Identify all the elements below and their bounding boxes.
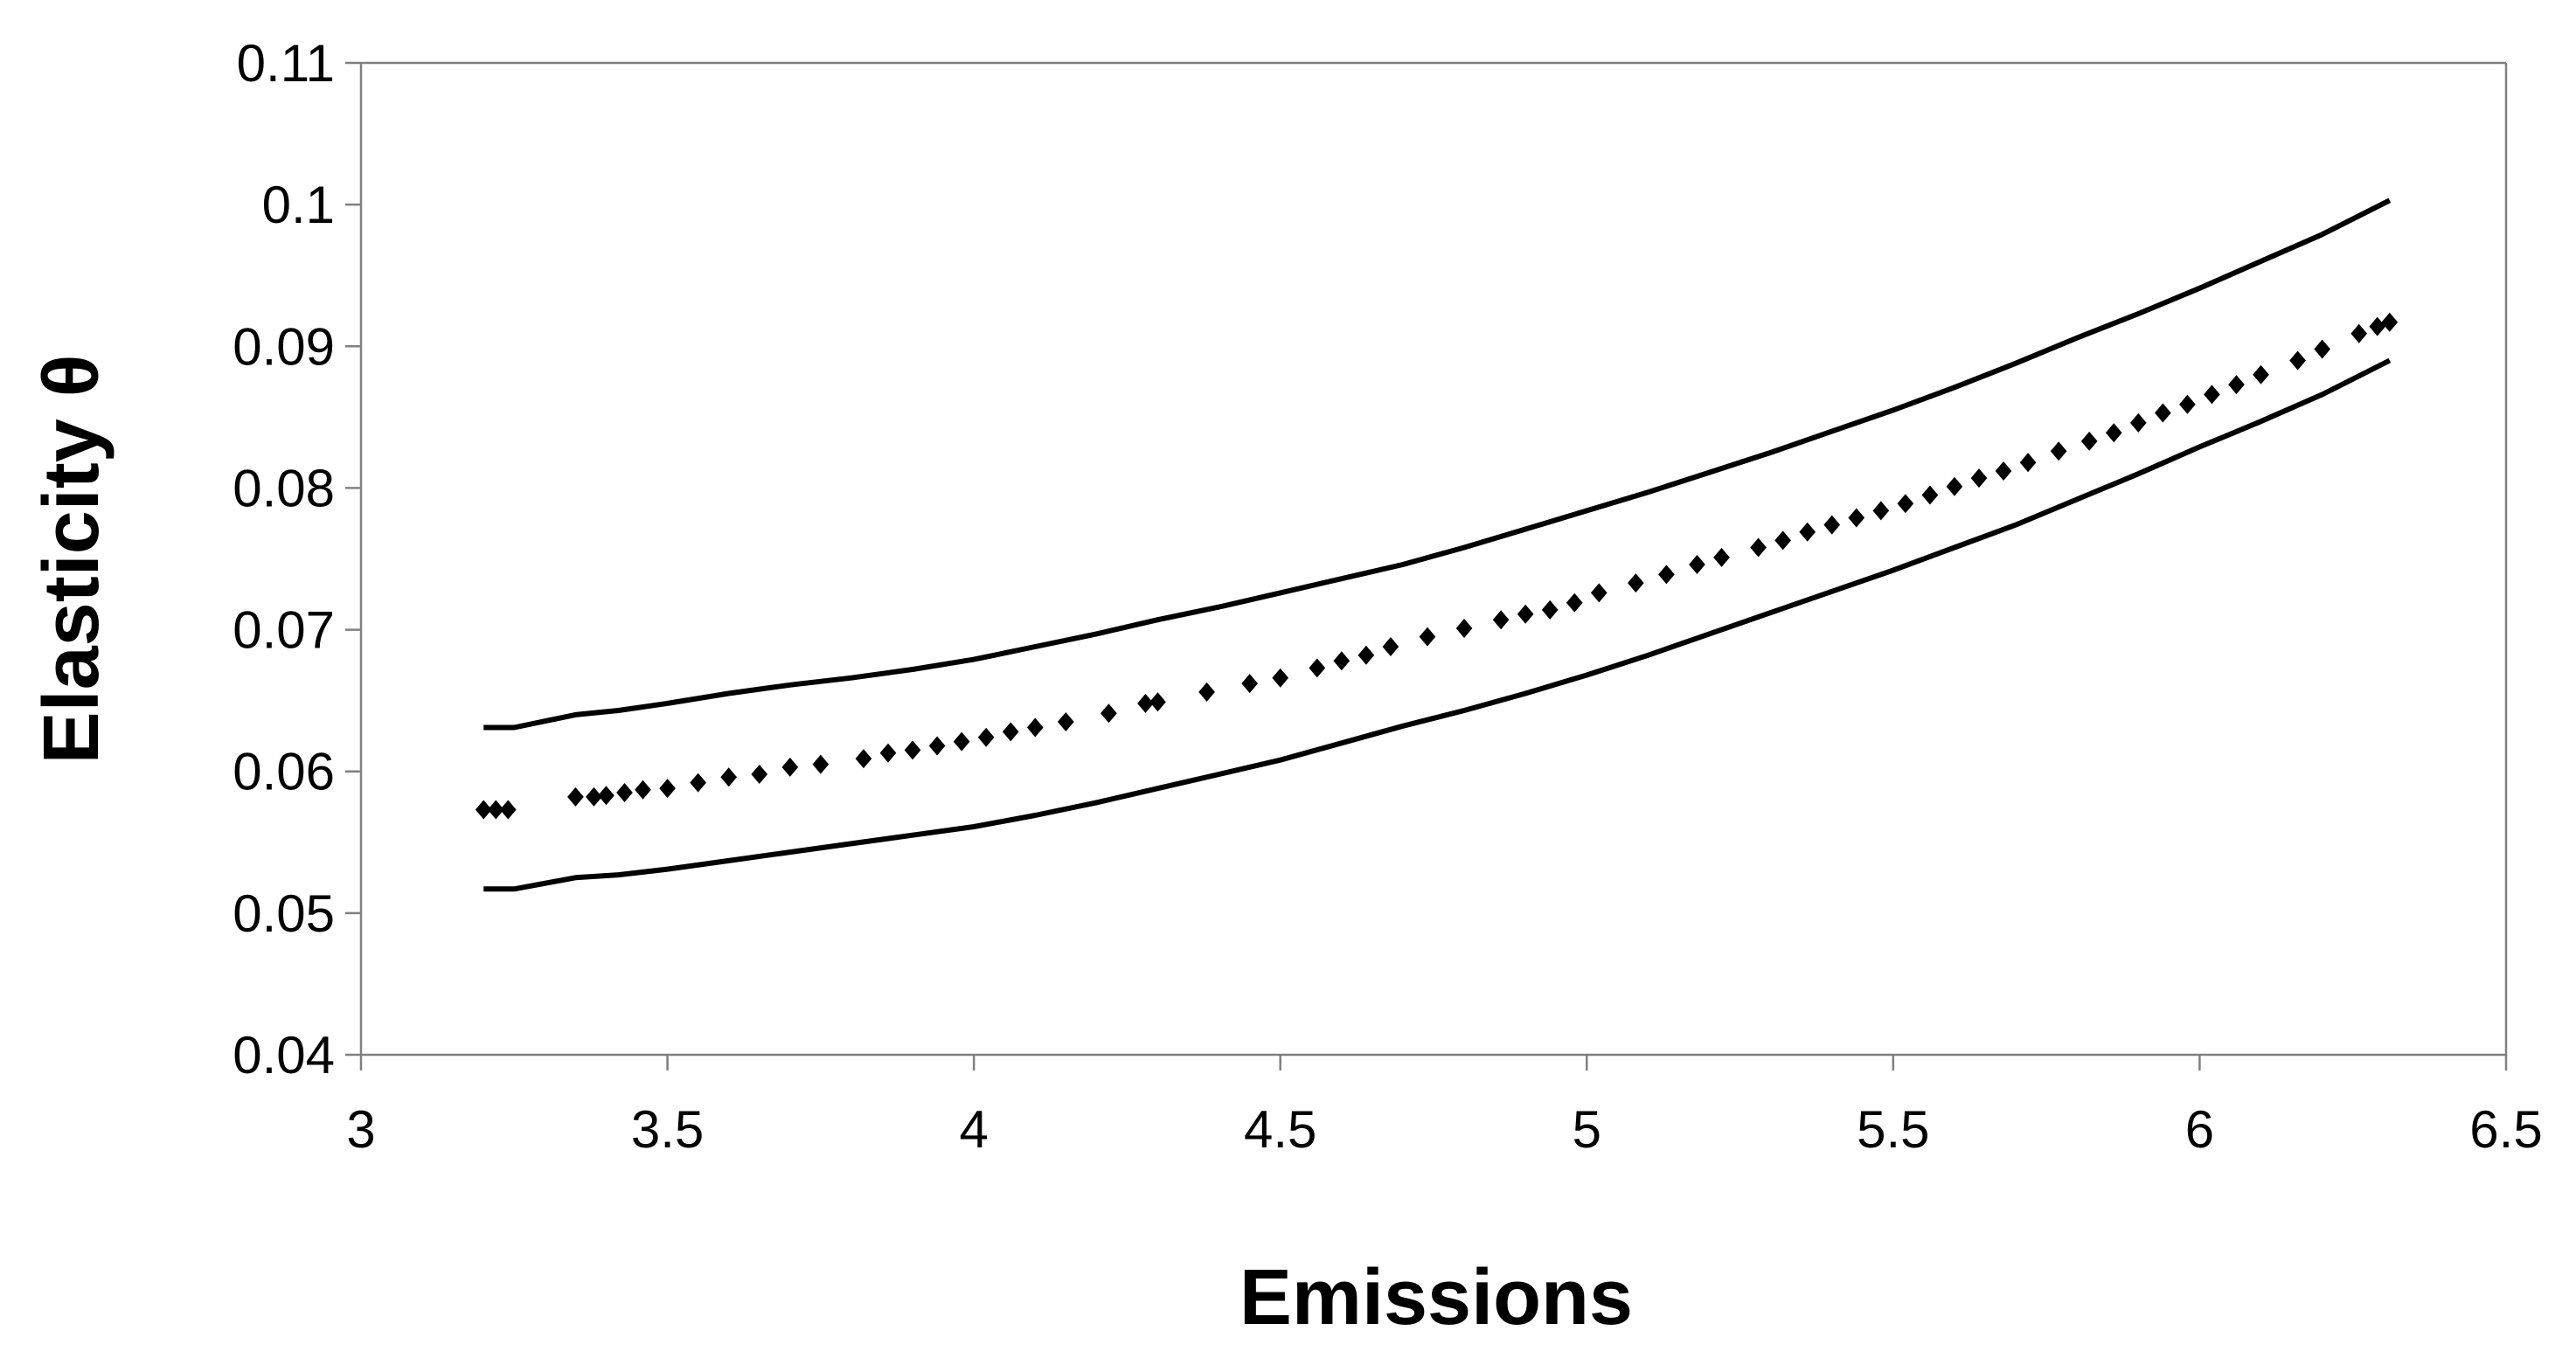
y-tick-label: 0.1	[262, 176, 335, 234]
data-point	[1026, 717, 1044, 738]
data-point	[977, 727, 995, 747]
data-point	[2381, 312, 2399, 332]
data-point	[1872, 501, 1890, 521]
data-point	[2289, 350, 2306, 371]
y-tick-label: 0.11	[237, 34, 335, 93]
data-point	[2228, 375, 2245, 395]
estimate-points	[475, 312, 2399, 820]
data-point	[2253, 364, 2269, 385]
data-point	[781, 757, 799, 777]
data-point	[1241, 674, 1259, 694]
x-axis: 3 3.5 4 4.5 5 5.5 6 6.5	[346, 1055, 2543, 1159]
data-point	[1774, 530, 1792, 551]
x-tick-label: 6.5	[2469, 1100, 2542, 1159]
data-point	[1419, 627, 1436, 647]
data-point	[1897, 494, 1914, 514]
data-point	[1057, 711, 1074, 731]
data-point	[1198, 682, 1215, 702]
data-point	[1995, 461, 2012, 481]
data-point	[720, 767, 738, 787]
data-point	[1137, 693, 1154, 713]
data-point	[953, 731, 970, 752]
data-point	[1357, 645, 1375, 665]
data-point	[1689, 554, 1705, 574]
x-tick-label: 4	[959, 1100, 988, 1159]
data-point	[879, 743, 897, 763]
data-point	[635, 780, 651, 800]
data-point	[2369, 316, 2386, 336]
data-point	[567, 786, 584, 807]
data-point	[2204, 385, 2220, 405]
data-point	[1921, 485, 1939, 505]
data-point	[1382, 637, 1399, 657]
data-point	[1002, 722, 1019, 742]
data-point	[2155, 403, 2171, 423]
data-point	[1333, 651, 1350, 671]
data-point	[1713, 547, 1730, 567]
y-tick-label: 0.06	[233, 743, 335, 801]
data-point	[812, 754, 830, 774]
y-tick-label: 0.04	[233, 1026, 335, 1084]
data-point	[1970, 468, 1988, 489]
data-point	[928, 736, 946, 756]
data-point	[751, 764, 768, 784]
data-point	[1101, 703, 1117, 724]
data-point	[855, 749, 872, 769]
data-point	[1492, 610, 1510, 630]
data-point	[2179, 394, 2196, 414]
data-point	[2080, 431, 2098, 451]
data-point	[904, 740, 921, 760]
data-point	[1272, 668, 1289, 688]
data-point	[1750, 537, 1767, 558]
data-point	[690, 773, 706, 793]
y-tick-label: 0.05	[233, 884, 335, 943]
y-tick-label: 0.08	[233, 459, 335, 517]
x-tick-label: 5.5	[1857, 1100, 1929, 1159]
data-point	[616, 783, 633, 803]
y-axis: 0.04 0.05 0.06 0.07 0.08 0.09 0.1 0.11	[233, 34, 361, 1084]
x-tick-label: 3.5	[631, 1100, 704, 1159]
y-axis-title: Elasticity θ	[28, 355, 115, 765]
data-point	[499, 800, 517, 820]
x-tick-label: 3	[346, 1100, 375, 1159]
data-point	[659, 779, 676, 799]
series-layer	[475, 197, 2399, 892]
upper-bound-line	[483, 197, 2392, 731]
data-point	[1628, 573, 1644, 593]
data-point	[1658, 565, 1675, 585]
lower-bound-line	[483, 357, 2392, 892]
data-point	[2314, 339, 2331, 359]
data-point	[1541, 599, 1559, 620]
data-point	[1823, 515, 1841, 535]
plot-area	[359, 61, 2508, 1057]
x-axis-title: Emissions	[1239, 1254, 1633, 1341]
x-tick-label: 5	[1573, 1100, 1601, 1159]
data-point	[2129, 412, 2147, 433]
data-point	[487, 800, 504, 820]
data-point	[1566, 592, 1583, 613]
data-point	[2050, 441, 2067, 461]
data-point	[1149, 692, 1166, 712]
data-point	[598, 786, 614, 806]
data-point	[1848, 508, 1865, 528]
data-point	[1946, 476, 1963, 496]
data-point	[1517, 604, 1534, 624]
data-point	[1590, 583, 1607, 603]
data-point	[2019, 453, 2037, 473]
x-tick-label: 6	[2185, 1100, 2214, 1159]
y-tick-label: 0.07	[233, 601, 335, 660]
x-tick-label: 4.5	[1244, 1100, 1316, 1159]
data-point	[1799, 522, 1816, 542]
data-point	[1309, 658, 1326, 678]
data-point	[1455, 618, 1473, 638]
data-point	[586, 786, 602, 807]
data-point	[475, 800, 492, 820]
y-tick-label: 0.09	[233, 317, 335, 376]
data-point	[2105, 423, 2122, 443]
data-point	[2350, 323, 2368, 343]
